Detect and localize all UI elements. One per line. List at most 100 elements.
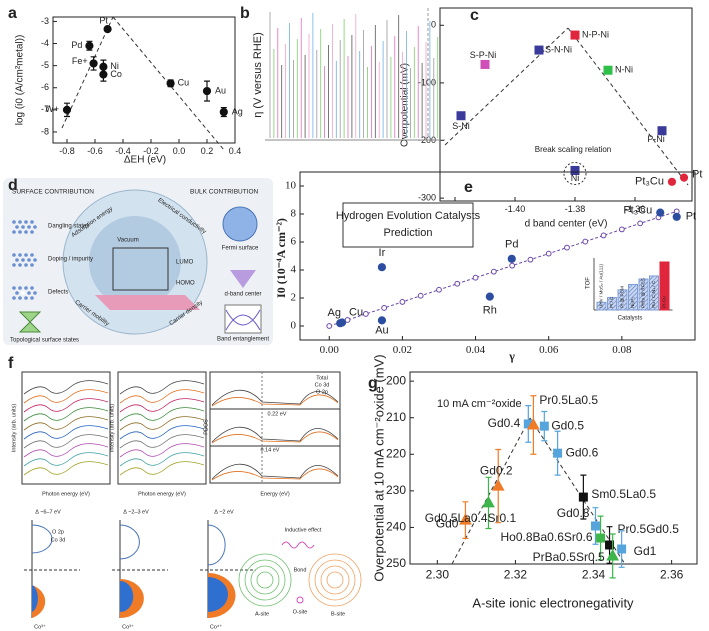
point	[480, 59, 490, 69]
spectrum-curve	[119, 398, 205, 413]
figure-label: Bond	[294, 567, 307, 573]
spectrum-curve	[23, 425, 109, 440]
pdos-curve	[211, 463, 339, 480]
point	[618, 226, 625, 233]
inset-category: PtRu @ RFCS	[641, 278, 646, 308]
y-tick-label: 8	[291, 208, 297, 220]
point	[219, 107, 228, 117]
y-tick-label: 6	[291, 236, 297, 248]
point	[166, 79, 175, 88]
o-site	[296, 596, 304, 604]
point	[436, 286, 442, 293]
lattice-dot	[21, 258, 25, 262]
y-tick-label: -3	[41, 16, 49, 26]
orbital-ring	[308, 553, 362, 607]
y-tick-label: -100	[418, 77, 436, 87]
y-tick-label: -4	[41, 38, 49, 48]
dirac-cone	[18, 311, 42, 333]
diagram-label: HOMO	[176, 281, 195, 287]
figure-label: Δ ~2 eV	[214, 509, 234, 515]
lattice-dot	[30, 230, 34, 234]
point-label: Pt	[686, 211, 696, 223]
y-axis-label: I0 (10⁻⁴A cm⁻²)	[274, 218, 288, 298]
figure-label: Co 3d	[51, 537, 66, 543]
inset-bar	[649, 275, 659, 311]
inset-category: Pt / C	[609, 296, 614, 308]
lattice-dot	[12, 253, 16, 257]
point	[362, 311, 369, 317]
y-tick-label: 0	[291, 320, 297, 332]
x-tick-label: 0.04	[466, 344, 486, 356]
point-label: Gd0.4	[488, 416, 521, 430]
inset-bar	[607, 297, 617, 311]
point-label: Co	[110, 69, 122, 79]
point-label: Pr0.5La0.5	[539, 393, 598, 407]
y-tick-label: 240	[386, 520, 406, 534]
point	[657, 126, 667, 136]
spectrum-curve	[119, 443, 205, 458]
y-axis-label: Overpotential (mV)	[400, 63, 411, 147]
panel-letter: d	[8, 177, 18, 194]
spectrum-curve	[23, 380, 109, 395]
point-label: Gd0.5	[551, 418, 584, 432]
point-label: S-P-Ni	[470, 50, 497, 60]
point	[617, 544, 627, 554]
point	[527, 256, 534, 263]
lattice-dot	[24, 286, 28, 290]
band-lobe	[120, 581, 134, 613]
x-tick-label: 0.06	[539, 344, 559, 356]
point	[202, 86, 212, 96]
orbital-ring	[320, 565, 350, 595]
spectrum-curve	[23, 452, 109, 467]
point-label: Pd	[71, 40, 82, 50]
figure-label: O-site	[293, 609, 308, 615]
x-tick-label: 0.02	[393, 344, 412, 356]
figure-label: O 2p	[52, 529, 64, 535]
point	[679, 173, 689, 182]
y-tick-label: 0	[431, 20, 436, 30]
point-label: Pr0.5Gd0.5	[618, 522, 680, 536]
point	[326, 323, 333, 329]
highlight-ring	[563, 161, 587, 185]
point	[606, 548, 620, 561]
point	[381, 305, 388, 311]
plot-frame	[439, 7, 693, 202]
y-axis-label: log (i0 (A/cm²metal))	[15, 35, 26, 126]
point-label: PrBa0.5Sr0.5	[533, 550, 605, 564]
guide-line	[529, 417, 626, 565]
x-tick-label: 2.34	[582, 568, 606, 582]
y-tick-label: 2	[291, 292, 297, 304]
x-tick-label: 0.4	[229, 146, 242, 156]
trend-line	[329, 210, 677, 327]
point	[600, 232, 607, 239]
guide-line	[567, 27, 689, 186]
inset-bar	[596, 301, 607, 311]
panel-letter: a	[8, 5, 17, 22]
spectrum-frame	[21, 371, 111, 485]
y-axis-label: η (V versus RHE)	[252, 32, 264, 118]
point-label: Pd	[505, 239, 518, 251]
band-lobe	[31, 524, 53, 554]
orbital-ring	[250, 565, 280, 595]
plot-frame	[409, 371, 698, 565]
lattice-dot	[30, 263, 34, 267]
point	[103, 25, 112, 34]
diagram-label: Doping / impurity	[48, 257, 93, 263]
spectrum-curve	[119, 407, 205, 422]
inset-category: UHV / MoS₂ / Au(111)	[599, 264, 604, 308]
inset-x-label: Catalysts	[618, 316, 643, 322]
y-tick-label: 210	[386, 410, 406, 424]
point-label: Cu	[349, 306, 363, 318]
lattice-dot	[24, 220, 28, 224]
y-tick-label: -300	[418, 192, 436, 202]
point-label: Au	[375, 324, 388, 336]
spectrum-curve	[119, 416, 205, 431]
pdos-curve	[211, 468, 339, 481]
point	[377, 316, 387, 325]
inset-category: Ni₂P₂	[630, 297, 635, 308]
point	[578, 492, 588, 502]
point-label: Pt₃Cu	[623, 205, 652, 217]
figure-label: Energy (eV)	[260, 491, 290, 497]
spectrum-frame	[117, 371, 207, 485]
orbital-ring	[314, 559, 356, 601]
